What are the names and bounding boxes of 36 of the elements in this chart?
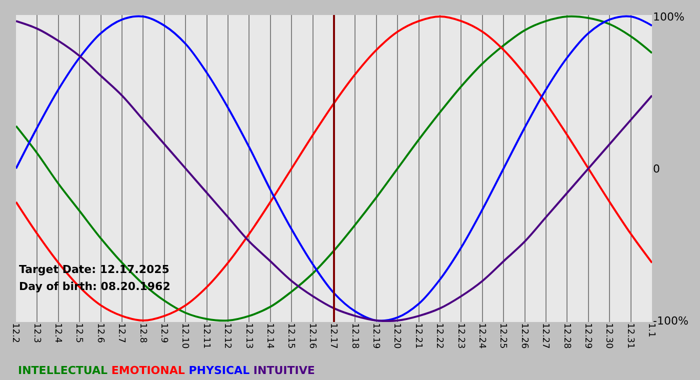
x-tick-label: 12.8: [137, 323, 148, 344]
x-tick-label: 12.20: [392, 323, 402, 350]
x-tick-label: 12.10: [180, 323, 190, 350]
x-tick-label: 12.12: [222, 323, 232, 349]
x-tick-label: 12.5: [74, 323, 84, 344]
text: PHYSICAL: [188, 364, 250, 377]
x-tick-label: 12.25: [498, 323, 508, 349]
x-tick-label: 12.27: [540, 323, 550, 349]
x-tick-label: 12.11: [200, 323, 211, 349]
text: EMOTIONAL: [111, 364, 185, 377]
x-tick-label: 12.17: [328, 323, 338, 349]
y-tick-label: 100%: [653, 10, 684, 24]
x-tick-label: 12.14: [264, 323, 274, 350]
x-tick-label: 12.22: [434, 323, 444, 349]
x-tick-label: 12.3: [31, 323, 42, 344]
x-tick-label: 12.30: [604, 323, 614, 350]
x-tick-label: 12.21: [412, 323, 423, 349]
x-tick-label: 12.29: [582, 323, 592, 350]
x-tick-label: 12.23: [455, 323, 466, 349]
x-tick-label: 12.7: [116, 323, 126, 344]
x-tick-label: 12.26: [518, 323, 529, 350]
x-tick-label: 12.9: [158, 323, 168, 344]
x-tick-label: 12.31: [624, 323, 635, 349]
x-tick-label: 12.2: [10, 323, 20, 344]
text: INTUITIVE: [253, 364, 315, 377]
x-tick-label: 12.13: [243, 323, 254, 349]
x-tick-label: 12.15: [286, 323, 296, 349]
x-tick-label: 12.18: [349, 323, 360, 350]
x-tick-label: 12.24: [476, 323, 486, 350]
x-tick-label: 12.6: [94, 323, 105, 344]
y-tick-label: 0: [653, 162, 660, 176]
x-tick-label: 12.16: [306, 323, 317, 350]
text: INTELLECTUAL: [18, 364, 108, 377]
x-tick-label: 12.28: [561, 323, 572, 350]
x-tick-label: 12.19: [370, 323, 380, 350]
x-tick-label: 12.4: [52, 323, 62, 344]
